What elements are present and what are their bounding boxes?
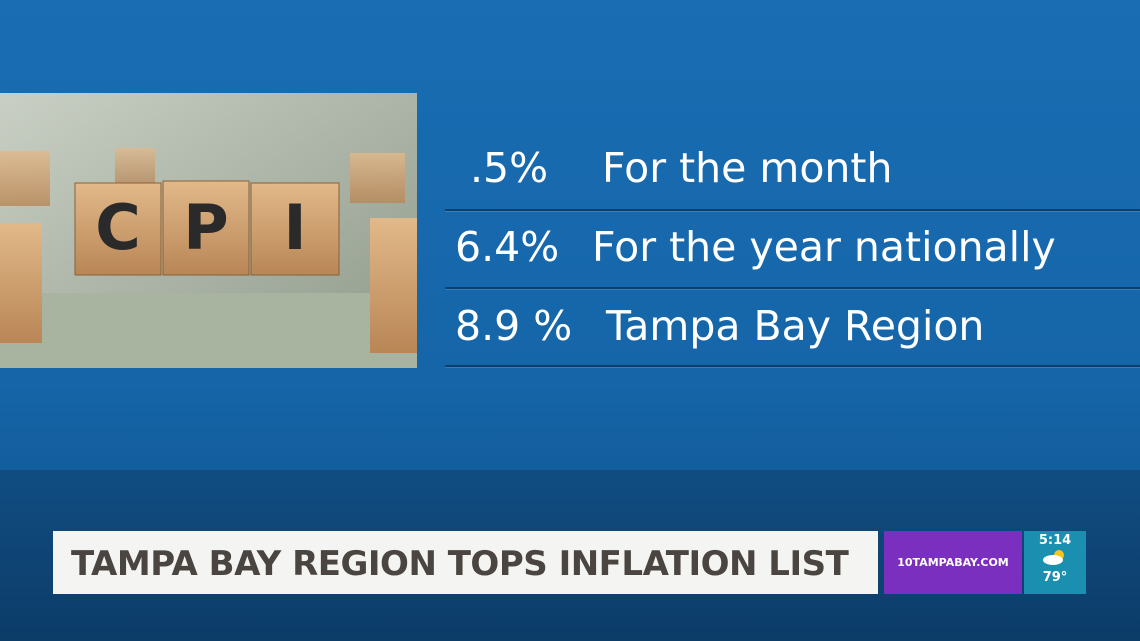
block-letter: I: [283, 191, 306, 264]
block-letter: C: [95, 191, 141, 264]
time: 5:14: [1038, 533, 1072, 548]
cpi-photo: C P I: [0, 93, 417, 368]
weather-icon: [1043, 550, 1064, 565]
headline-bar: TAMPA BAY REGION TOPS INFLATION LIST: [53, 531, 878, 594]
separator: [445, 287, 1140, 289]
site-bug: 10TAMPABAY.COM: [884, 531, 1022, 594]
separator: [445, 209, 1140, 211]
stat-value: 8.9 %: [455, 302, 573, 350]
headline: TAMPA BAY REGION TOPS INFLATION LIST: [71, 544, 849, 584]
block-letter: P: [183, 191, 228, 264]
temperature: 79°: [1042, 570, 1068, 585]
separator: [445, 365, 1140, 367]
stat-label: Tampa Bay Region: [606, 302, 985, 350]
stat-value: 6.4%: [455, 223, 560, 271]
stat-label: For the month: [602, 144, 893, 192]
time-weather: 5:14 79°: [1024, 531, 1086, 594]
stat-label: For the year nationally: [592, 223, 1056, 271]
stat-value: .5%: [470, 144, 549, 192]
